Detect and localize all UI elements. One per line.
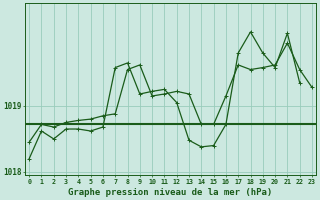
X-axis label: Graphe pression niveau de la mer (hPa): Graphe pression niveau de la mer (hPa)	[68, 188, 273, 197]
